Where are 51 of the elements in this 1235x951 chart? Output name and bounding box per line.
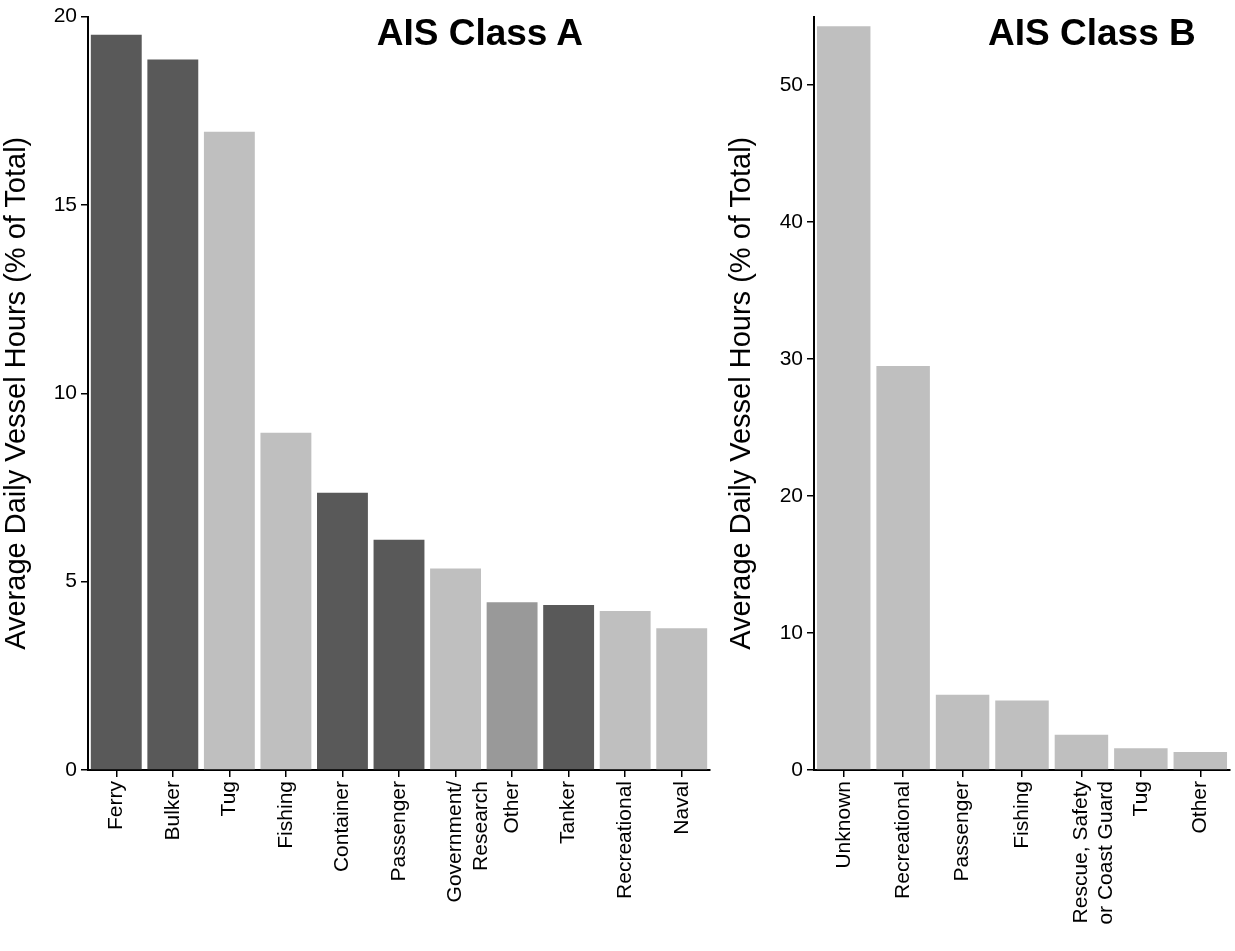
y-tick-label: 30 bbox=[779, 345, 803, 369]
x-tick-label: Passenger bbox=[385, 781, 409, 882]
x-tick-label: Rescue, Safety or Coast Guard bbox=[1068, 780, 1117, 925]
y-tick-label: 0 bbox=[791, 756, 803, 780]
x-tick-label: Recreational bbox=[889, 781, 913, 899]
y-tick-label: 0 bbox=[65, 756, 77, 780]
bar bbox=[543, 605, 595, 770]
y-tick-label: 5 bbox=[65, 568, 77, 592]
bar bbox=[599, 611, 651, 770]
y-tick-label: 50 bbox=[779, 71, 803, 95]
x-tick-label: Container bbox=[329, 781, 353, 873]
bar bbox=[90, 34, 142, 770]
x-tick-label: Recreational bbox=[611, 781, 635, 899]
bar bbox=[1114, 748, 1168, 770]
y-axis-title: Average Daily Vessel Hours (% of Total) bbox=[0, 136, 32, 650]
bar bbox=[1054, 734, 1109, 770]
bar bbox=[935, 694, 990, 770]
bar bbox=[147, 59, 199, 770]
x-tick-label: Other bbox=[1187, 781, 1211, 834]
y-tick-label: 10 bbox=[779, 619, 803, 643]
chart-title: AIS Class A bbox=[376, 11, 584, 53]
x-tick-label: Unknown bbox=[830, 781, 854, 869]
x-tick-label: Other bbox=[498, 781, 522, 834]
bar bbox=[486, 602, 538, 770]
bar bbox=[995, 700, 1049, 770]
chart-title: AIS Class B bbox=[988, 11, 1196, 53]
x-tick-label: Passenger bbox=[949, 781, 973, 882]
x-tick-label: Fishing bbox=[1008, 781, 1032, 849]
x-tick-label: Fishing bbox=[272, 781, 296, 849]
bar bbox=[317, 492, 368, 770]
bar bbox=[430, 568, 481, 770]
x-tick-label: Bulker bbox=[159, 781, 183, 841]
y-tick-label: 20 bbox=[779, 482, 803, 506]
bar bbox=[876, 365, 930, 770]
bar bbox=[816, 26, 871, 770]
x-tick-label: Tug bbox=[1127, 781, 1151, 817]
x-tick-label: Government/ Research bbox=[442, 780, 491, 903]
bar bbox=[1173, 752, 1228, 770]
y-tick-label: 20 bbox=[53, 3, 77, 27]
x-tick-label: Naval bbox=[668, 781, 692, 835]
x-tick-label: Tug bbox=[216, 781, 240, 817]
y-tick-label: 10 bbox=[53, 380, 77, 404]
bar bbox=[203, 131, 255, 770]
bar bbox=[260, 432, 312, 770]
y-tick-label: 15 bbox=[53, 191, 77, 215]
x-tick-label: Ferry bbox=[103, 780, 127, 830]
x-tick-label: Tanker bbox=[555, 780, 579, 845]
y-axis-title: Average Daily Vessel Hours (% of Total) bbox=[724, 136, 757, 650]
y-tick-label: 40 bbox=[779, 208, 803, 232]
bar bbox=[373, 539, 425, 770]
bar bbox=[656, 628, 708, 770]
